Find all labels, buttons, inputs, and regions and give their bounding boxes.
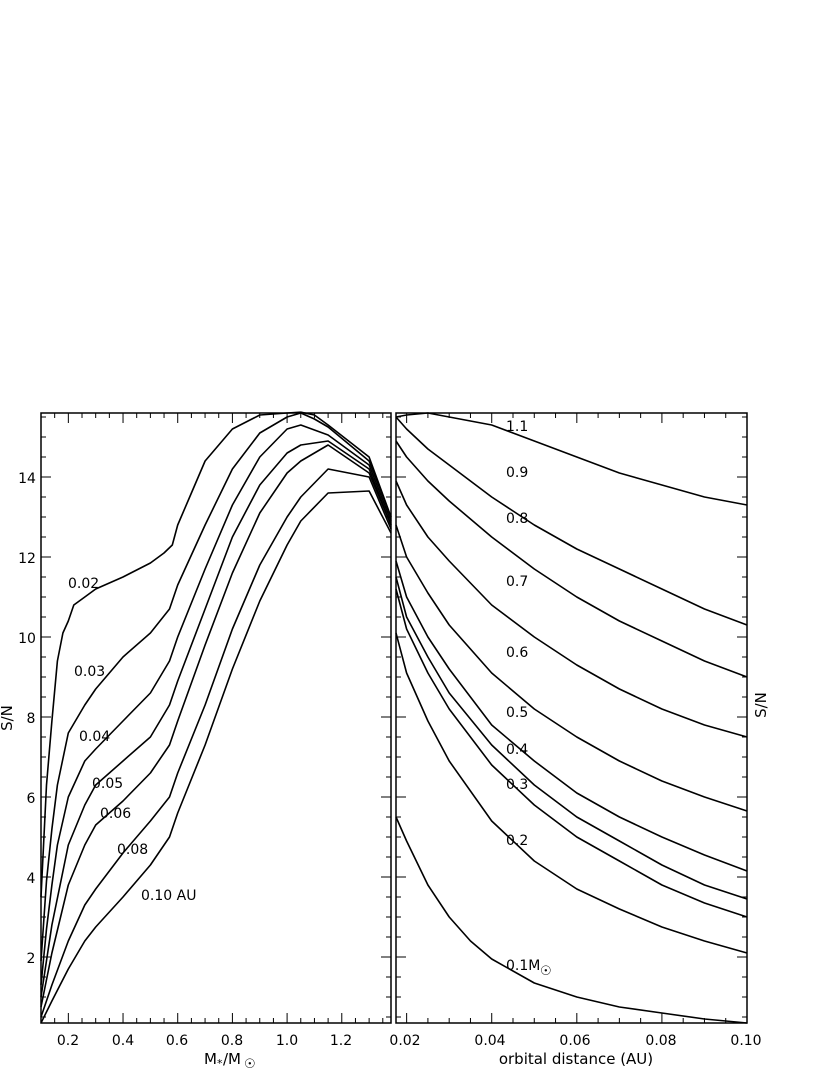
left-curves <box>40 411 392 1024</box>
curve-label-1.1: 1.1 <box>506 419 528 435</box>
series-line-1.1 <box>395 412 748 506</box>
left-xtick-label: 1.0 <box>276 1033 298 1049</box>
right-curves <box>395 412 748 1024</box>
left-ytick-label: 8 <box>27 711 36 727</box>
series-line-0.10au <box>40 490 392 1024</box>
series-line-0.8 <box>395 440 748 678</box>
left-x-axis-label-star: * <box>217 1057 223 1070</box>
series-line-0.03 <box>40 412 392 962</box>
series-line-0.2 <box>395 632 748 954</box>
curve-label-0.3: 0.3 <box>506 777 528 793</box>
series-line-0.06 <box>40 444 392 1008</box>
sun-symbol: ☉ <box>540 964 552 979</box>
left-xtick-label: 0.6 <box>166 1033 188 1049</box>
left-x-tick-labels: 0.2 0.4 0.6 0.8 1.0 1.2 <box>57 1033 352 1049</box>
left-xtick-label: 0.4 <box>112 1033 134 1049</box>
left-plot-frame <box>40 412 392 1024</box>
left-x-axis-label-slash: /M <box>223 1050 241 1068</box>
right-curve-labels: 1.1 0.9 0.8 0.7 0.6 0.5 0.4 0.3 0.2 0.1M… <box>506 419 552 979</box>
sun-symbol: ☉ <box>244 1057 256 1072</box>
left-ytick-label: 2 <box>27 951 36 967</box>
series-line-0.6 <box>395 524 748 812</box>
left-curve-labels: 0.02 0.03 0.04 0.05 0.06 0.08 0.10 AU <box>68 576 196 904</box>
series-line-0.08 <box>40 468 392 1018</box>
right-xtick-label: 0.06 <box>559 1033 590 1049</box>
right-plot-frame <box>395 412 748 1024</box>
right-xtick-label: 0.10 <box>730 1033 761 1049</box>
series-line-0.1m <box>395 816 748 1024</box>
left-ytick-label: 12 <box>18 551 36 567</box>
curve-label-0.4: 0.4 <box>506 742 528 758</box>
curve-label-0.7: 0.7 <box>506 574 528 590</box>
series-line-0.4 <box>395 576 748 900</box>
series-line-0.9 <box>395 416 748 626</box>
left-xtick-label: 0.8 <box>221 1033 243 1049</box>
left-ytick-label: 14 <box>18 471 36 487</box>
right-xtick-label: 0.02 <box>389 1033 420 1049</box>
right-x-axis-label: orbital distance (AU) <box>499 1050 653 1068</box>
right-xtick-label: 0.08 <box>645 1033 676 1049</box>
right-ticks <box>396 413 748 1023</box>
left-x-axis-label-m: M <box>204 1050 217 1068</box>
series-line-0.04 <box>40 424 392 986</box>
series-line-0.3 <box>395 588 748 918</box>
left-xtick-label: 0.2 <box>57 1033 79 1049</box>
curve-label-0.1m: 0.1M <box>506 958 540 974</box>
right-xtick-label: 0.04 <box>474 1033 505 1049</box>
left-ytick-label: 6 <box>27 791 36 807</box>
curve-label-0.03: 0.03 <box>74 664 105 680</box>
series-line-0.05 <box>40 440 392 998</box>
curve-label-0.9: 0.9 <box>506 465 528 481</box>
curve-label-0.5: 0.5 <box>506 705 528 721</box>
left-x-axis-label: M * /M ☉ <box>204 1050 256 1072</box>
left-ytick-label: 4 <box>27 871 36 887</box>
curve-label-0.04: 0.04 <box>79 729 110 745</box>
curve-label-0.06: 0.06 <box>100 806 131 822</box>
curve-label-0.05: 0.05 <box>92 776 123 792</box>
left-ticks <box>40 413 391 1023</box>
curve-label-0.2: 0.2 <box>506 833 528 849</box>
left-xtick-label: 1.2 <box>330 1033 352 1049</box>
curve-label-0.10-au: 0.10 AU <box>141 888 196 904</box>
series-line-0.5 <box>395 560 748 872</box>
curve-label-0.6: 0.6 <box>506 645 528 661</box>
curve-label-0.08: 0.08 <box>117 842 148 858</box>
right-y-axis-label: S/N <box>752 692 770 718</box>
series-line-0.7 <box>395 480 748 738</box>
curve-label-0.02: 0.02 <box>68 576 99 592</box>
left-ytick-label: 10 <box>18 631 36 647</box>
series-line-0.02 <box>40 411 392 898</box>
left-y-tick-labels: 2 4 6 8 10 12 14 <box>18 471 36 967</box>
curve-label-0.8: 0.8 <box>506 511 528 527</box>
left-y-axis-label: S/N <box>0 705 16 731</box>
right-x-tick-labels: 0.02 0.04 0.06 0.08 0.10 <box>389 1033 761 1049</box>
